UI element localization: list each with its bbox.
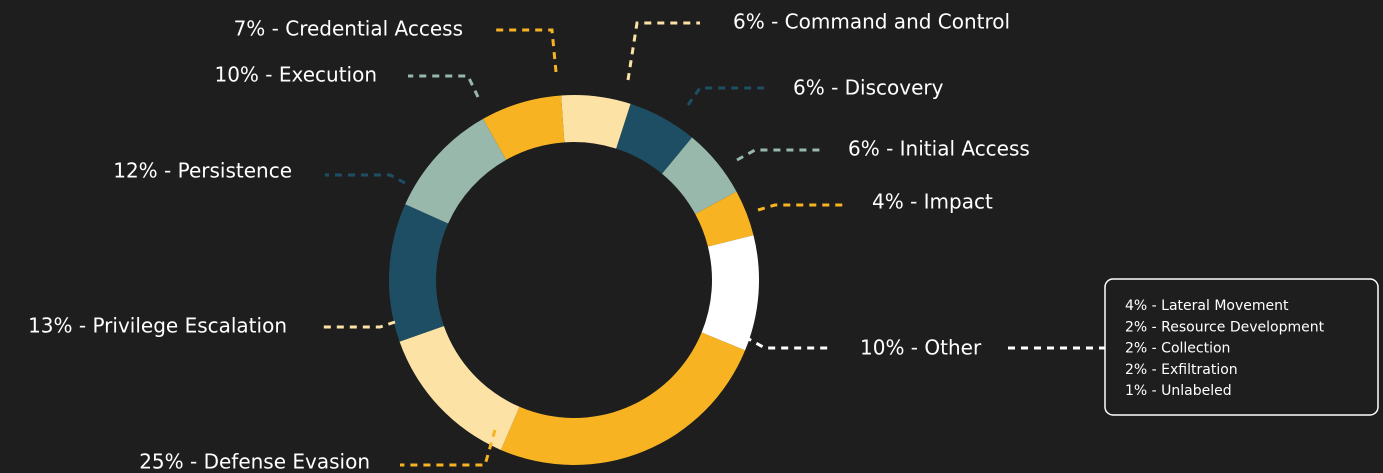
leader-line [408,74,480,98]
leader-line [400,429,497,467]
leader-line [325,173,406,185]
leader-line [744,335,830,350]
segment-label: 4% - Impact [872,190,993,214]
donut-segment [662,137,737,215]
segment-label: 6% - Initial Access [848,137,1030,161]
leader-line [626,21,700,81]
other-item: 1% - Unlabeled [1125,383,1232,399]
donut-segment [483,95,565,160]
leader-line [736,148,820,162]
donut-segment [561,95,631,149]
other-item: 2% - Exfiltration [1125,362,1238,378]
segment-label: 7% - Credential Access [234,17,463,41]
segment-label: 10% - Execution [214,63,377,87]
segment-label: 13% - Privilege Escalation [28,314,287,338]
segment-label: 6% - Discovery [793,76,944,100]
donut-segment [388,204,449,342]
other-item: 2% - Resource Development [1125,319,1325,335]
leader-line [318,320,396,329]
donut-segment [695,191,754,247]
leader-line [757,203,845,212]
segment-label: 10% - Other [860,336,982,360]
segment-label: 25% - Defense Evasion [139,450,370,473]
leader-line [493,28,558,73]
donut-segment [616,103,693,174]
segment-label: 12% - Persistence [113,159,292,183]
segment-label: 6% - Command and Control [733,10,1010,34]
leader-line [686,86,765,106]
donut-segment [500,332,746,465]
other-item: 2% - Collection [1125,341,1230,357]
donut-segment [399,325,520,450]
donut-segment [701,235,759,351]
other-item: 4% - Lateral Movement [1125,298,1289,314]
donut-segment [405,118,507,224]
